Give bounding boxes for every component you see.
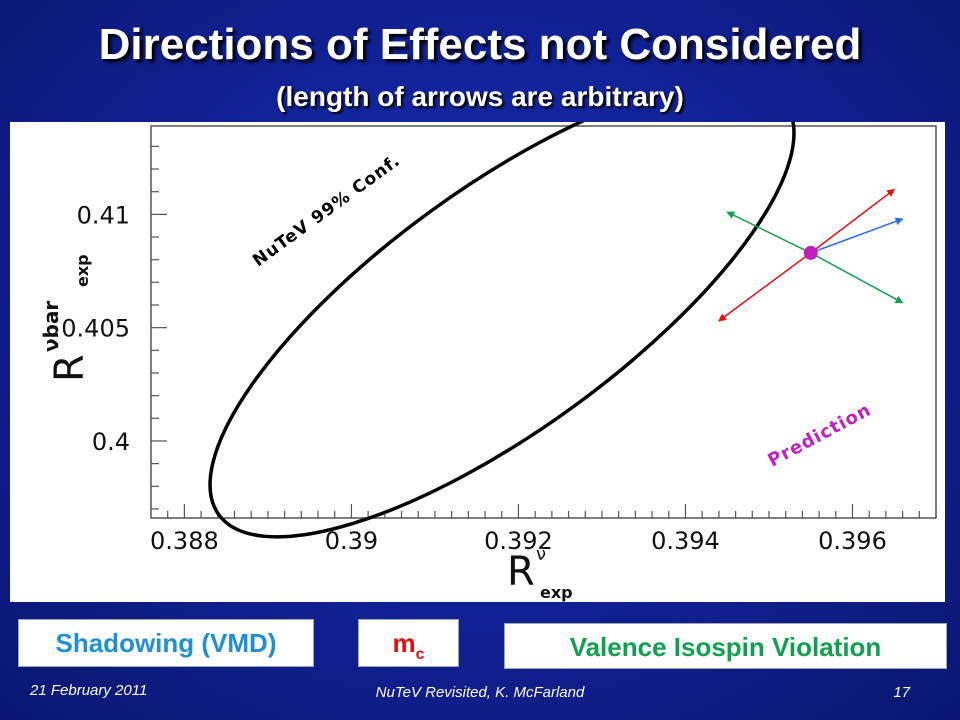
prediction-label: Prediction bbox=[764, 399, 874, 471]
effect-arrow bbox=[726, 211, 812, 254]
footer-date: 21 February 2011 bbox=[30, 682, 148, 699]
mc-label: m bbox=[392, 628, 416, 658]
shadowing-label-box: Shadowing (VMD) bbox=[18, 619, 314, 667]
y-axis-label: R bbox=[47, 354, 93, 382]
x-tick-label: 0.396 bbox=[818, 527, 887, 555]
effect-arrows bbox=[718, 188, 904, 322]
y-axis-label-sub: exp bbox=[73, 254, 92, 287]
x-tick-label: 0.394 bbox=[651, 527, 720, 555]
ellipse-label: NuTeV 99% Conf. bbox=[249, 151, 404, 271]
y-tick-label: 0.405 bbox=[61, 315, 130, 343]
plot-panel: 0.388 0.39 0.392 0.394 0.396 0.41 0.405 0.4 Nu… bbox=[10, 122, 945, 602]
effect-arrow bbox=[718, 252, 812, 322]
effect-arrow bbox=[810, 217, 904, 254]
shadowing-label: Shadowing (VMD) bbox=[55, 628, 277, 658]
x-tick-labels: 0.388 0.39 0.392 0.394 0.396 bbox=[150, 527, 887, 555]
y-axis-label-sup: νbar bbox=[39, 301, 63, 352]
plot-frame bbox=[150, 125, 937, 519]
y-tick-label: 0.4 bbox=[92, 428, 130, 456]
x-tick-label: 0.388 bbox=[150, 527, 219, 555]
y-tick-label: 0.41 bbox=[77, 201, 130, 229]
y-tick-labels: 0.41 0.405 0.4 bbox=[61, 201, 130, 456]
x-tick-label: 0.39 bbox=[325, 527, 378, 555]
slide-title: Directions of Effects not Considered bbox=[98, 20, 862, 69]
effect-arrow bbox=[810, 252, 904, 304]
confidence-ellipse bbox=[208, 122, 796, 539]
x-axis-label-sup: ν bbox=[536, 544, 546, 565]
mc-label-sub: c bbox=[415, 646, 425, 663]
mc-label-box: mc bbox=[358, 619, 459, 667]
slide-subtitle: (length of arrows are arbitrary) bbox=[276, 81, 684, 112]
valence-label: Valence Isospin Violation bbox=[569, 632, 882, 662]
axis-ticks bbox=[151, 145, 937, 518]
footer-center: NuTeV Revisited, K. McFarland bbox=[375, 684, 585, 701]
effect-arrow bbox=[810, 188, 896, 254]
footer-page-number: 17 bbox=[893, 684, 910, 701]
valence-label-box: Valence Isospin Violation bbox=[504, 623, 947, 669]
x-tick-label: 0.392 bbox=[484, 527, 553, 555]
x-axis-label-sub: exp bbox=[540, 583, 573, 602]
x-axis-label: R bbox=[507, 549, 535, 595]
chart-svg: 0.388 0.39 0.392 0.394 0.396 0.41 0.405 0.4 Nu… bbox=[39, 122, 937, 602]
prediction-point bbox=[803, 245, 818, 260]
